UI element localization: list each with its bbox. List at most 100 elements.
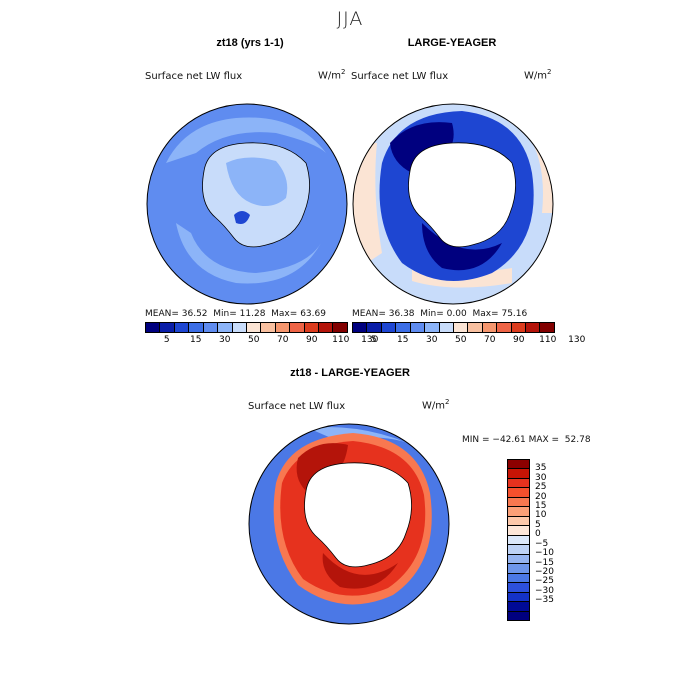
left-colorbar-tick-label: 5	[163, 335, 170, 345]
right-colorbar-swatch	[453, 323, 469, 332]
right-ring-dark-south	[422, 223, 502, 271]
left-colorbar-swatch	[232, 323, 247, 332]
left-colorbar-swatch	[319, 323, 334, 332]
left-colorbar-swatch	[261, 323, 276, 332]
right-colorbar-tick-label: 5	[370, 335, 377, 345]
right-colorbar-swatch	[497, 323, 512, 332]
diff-ring-dark-south	[322, 553, 398, 589]
diff-colorbar-tick-label: 30	[535, 472, 547, 483]
diff-colorbar-swatch	[508, 545, 529, 555]
left-colorbar-swatch	[189, 323, 204, 332]
diff-colorbar-swatch	[508, 602, 529, 612]
left-variable-label: Surface net LW flux	[145, 71, 243, 82]
left-colorbar-swatch	[203, 323, 219, 332]
left-units-label: W/m2	[318, 68, 346, 82]
right-colorbar-tick-label: 30	[426, 335, 438, 345]
left-colorbar-swatch	[174, 323, 190, 332]
diff-colorbar-swatch	[508, 526, 529, 536]
right-stats: MEAN= 36.38 Min= 0.00 Max= 75.16	[352, 309, 528, 319]
left-colorbar-swatch	[246, 323, 262, 332]
right-polar-map	[352, 103, 554, 305]
right-colorbar-swatch	[353, 323, 368, 332]
diff-colorbar-swatch	[508, 611, 529, 620]
diff-antarctica	[304, 462, 412, 568]
left-colorbar-swatch	[160, 323, 175, 332]
right-map-border	[352, 103, 554, 305]
diff-colorbar-tick-label: 0	[535, 529, 541, 540]
left-stats: MEAN= 36.52 Min= 11.28 Max= 63.69	[145, 309, 326, 319]
right-colorbar-swatch	[425, 323, 440, 332]
right-colorbar-swatch	[410, 323, 426, 332]
right-colorbar-tick-label: 15	[397, 335, 409, 345]
diff-map-border	[248, 423, 450, 625]
right-panel-title: LARGE-YEAGER	[407, 37, 497, 49]
diff-colorbar-swatch	[508, 554, 529, 565]
diff-colorbar-tick-label: −15	[535, 557, 554, 568]
left-colorbar-tick-label: 15	[190, 335, 202, 345]
diff-colorbar-swatch	[508, 573, 529, 584]
diff-colorbar-tick-label: −30	[535, 585, 554, 596]
right-colorbar-swatch	[439, 323, 454, 332]
diff-colorbar-swatch	[508, 497, 529, 508]
right-variable-label: Surface net LW flux	[351, 71, 449, 82]
diff-colorbar-swatch	[508, 460, 529, 470]
main-title: JJA	[336, 8, 364, 30]
diff-units-label: W/m2	[422, 398, 450, 412]
diff-colorbar-tick-label: −20	[535, 566, 554, 577]
right-colorbar-swatch	[396, 323, 411, 332]
left-colorbar-tick-label: 130	[361, 335, 379, 345]
diff-colorbar-swatch	[508, 469, 529, 479]
left-colorbar-swatch	[290, 323, 305, 332]
diff-colorbar-tick-label: 10	[535, 510, 547, 521]
left-light-band-south	[176, 223, 321, 284]
diff-colorbar-swatch	[508, 535, 529, 546]
right-colorbar-tick-label: 90	[513, 335, 525, 345]
diff-colorbar-tick-label: 5	[535, 519, 541, 530]
diff-colorbar-swatch	[508, 478, 529, 489]
left-colorbar-swatch	[218, 323, 233, 332]
diff-colorbar-tick-label: −10	[535, 548, 554, 559]
diff-colorbar-swatch	[508, 583, 529, 593]
right-colorbar-tick-label: 110	[539, 335, 557, 345]
left-ross-sea	[234, 211, 250, 224]
diff-colorbar: 35 30 25 20 15 10 5 0 −5 −10 −15 −20 −25 −30 −35	[507, 459, 554, 621]
left-colorbar-tick-label: 50	[248, 335, 260, 345]
right-colorbar-swatch	[540, 323, 554, 332]
right-colorbar-tick-label: 50	[455, 335, 467, 345]
left-light-band	[166, 117, 326, 163]
diff-colorbar-tick-label: 25	[535, 482, 547, 493]
diff-colorbar-tick-label: 15	[535, 501, 547, 512]
diff-colorbar-tick-label: −25	[535, 576, 554, 587]
diff-variable-label: Surface net LW flux	[248, 401, 346, 412]
diff-colorbar-tick-label: 20	[535, 491, 547, 502]
diff-polar-map	[248, 423, 450, 625]
right-antarctica	[408, 142, 516, 248]
diff-colorbar-tick-label: −5	[535, 538, 549, 549]
left-colorbar-tick-label: 90	[306, 335, 318, 345]
left-colorbar-tick-label: 30	[219, 335, 231, 345]
diff-colorbar-swatch	[508, 564, 529, 574]
left-polar-map	[146, 103, 348, 305]
diff-colorbar-swatch	[508, 592, 529, 603]
left-colorbar-tick-label: 110	[332, 335, 350, 345]
left-colorbar-swatch	[333, 323, 347, 332]
right-colorbar-tick-label: 130	[568, 335, 586, 345]
left-colorbar-swatch	[275, 323, 291, 332]
diff-stats: MIN = −42.61 MAX = 52.78	[462, 435, 591, 445]
right-colorbar-swatch	[367, 323, 382, 332]
left-colorbar-swatch	[304, 323, 320, 332]
diff-ring-dark-north	[296, 443, 348, 491]
diff-colorbar-swatch	[508, 488, 529, 498]
right-colorbar-swatch	[482, 323, 498, 332]
left-panel-title: zt18 (yrs 1-1)	[216, 37, 284, 49]
left-colorbar-swatch	[146, 323, 161, 332]
right-colorbar-swatch	[381, 323, 397, 332]
left-colorbar-tick-label: 70	[277, 335, 289, 345]
left-inland-shade	[226, 157, 288, 207]
diff-panel-title: zt18 - LARGE-YEAGER	[290, 367, 410, 379]
right-colorbar: 5 15 30 50 70 90 110 130	[352, 322, 585, 345]
diff-colorbar-swatch	[508, 507, 529, 517]
left-map-border	[146, 103, 348, 305]
left-colorbar: 5 15 30 50 70 90 110 130	[145, 322, 378, 345]
diff-colorbar-tick-label: −35	[535, 595, 554, 606]
